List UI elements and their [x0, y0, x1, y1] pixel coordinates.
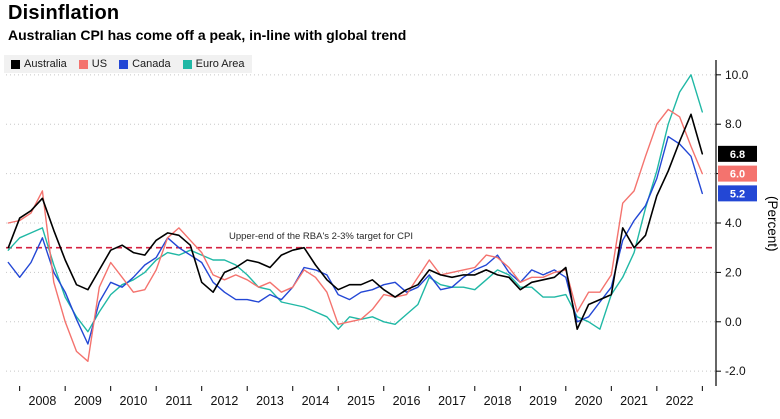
- x-tick-label: 2009: [74, 394, 102, 408]
- x-tick-label: 2013: [256, 394, 284, 408]
- chart-title: Disinflation: [8, 2, 120, 24]
- x-tick-label: 2010: [120, 394, 148, 408]
- end-label-badge-canada: [718, 185, 757, 202]
- y-tick-label: -2.0: [725, 364, 746, 378]
- x-tick-label: 2018: [484, 394, 512, 408]
- x-tick-label: 2011: [166, 394, 193, 408]
- x-tick-label: 2012: [211, 394, 239, 408]
- legend-swatch-australia: [11, 59, 20, 69]
- y-tick-label: 2.0: [725, 265, 742, 279]
- legend: Australia US Canada Euro Area: [4, 55, 252, 73]
- legend-item-canada: Canada: [119, 58, 171, 70]
- y-tick-label: 0.0: [725, 315, 742, 329]
- chart-area: -2.0 0.0 2.0 4.0 6.0 8.0 10.0 2008 2009 2010 2011 2…: [0, 48, 780, 419]
- series-line-euro-area: [7, 74, 703, 333]
- legend-swatch-euro-area: [182, 59, 192, 69]
- legend-item-euro-area: Euro Area: [182, 58, 245, 70]
- x-tick-label: 2016: [393, 394, 421, 408]
- end-label-badge-australia: [718, 145, 757, 162]
- end-label-value-canada: 5.2: [730, 188, 745, 200]
- y-tick-label: 10.0: [725, 68, 749, 82]
- target-line-annotation: Upper-end of the RBA's 2-3% target for C…: [229, 231, 413, 242]
- end-label-value-australia: 6.8: [730, 149, 745, 161]
- end-label-value-us: 6.0: [730, 169, 745, 181]
- x-tick-label: 2008: [29, 394, 57, 408]
- series-line-us: [7, 108, 703, 362]
- series-line-australia: [7, 113, 704, 331]
- line-chart: -2.0 0.0 2.0 4.0 6.0 8.0 10.0 2008 2009 2010 2011 2…: [6, 60, 757, 408]
- chart-subtitle: Australian CPI has come off a peak, in-l…: [8, 27, 407, 43]
- x-tick-label: 2015: [347, 394, 375, 408]
- legend-label-australia: Australia: [24, 58, 67, 70]
- legend-item-australia: Australia: [11, 58, 67, 70]
- x-tick-label: 2019: [529, 394, 557, 408]
- end-label-badge-us: [718, 165, 757, 182]
- legend-label-canada: Canada: [132, 58, 171, 70]
- x-tick-label: 2020: [575, 394, 603, 408]
- x-tick-label: 2021: [620, 394, 648, 408]
- legend-label-us: US: [91, 58, 108, 70]
- x-tick-label: 2017: [438, 394, 466, 408]
- series-line-canada: [7, 135, 703, 345]
- x-tick-label: 2022: [666, 394, 694, 408]
- legend-swatch-us: [78, 59, 88, 69]
- y-axis-title: (Percent): [765, 196, 780, 252]
- y-tick-label: 8.0: [725, 117, 742, 131]
- y-tick-label: 4.0: [725, 216, 742, 230]
- legend-swatch-canada: [119, 59, 129, 69]
- x-tick-label: 2014: [302, 394, 330, 408]
- legend-label-euro-area: Euro Area: [195, 58, 245, 70]
- legend-item-us: US: [78, 58, 108, 70]
